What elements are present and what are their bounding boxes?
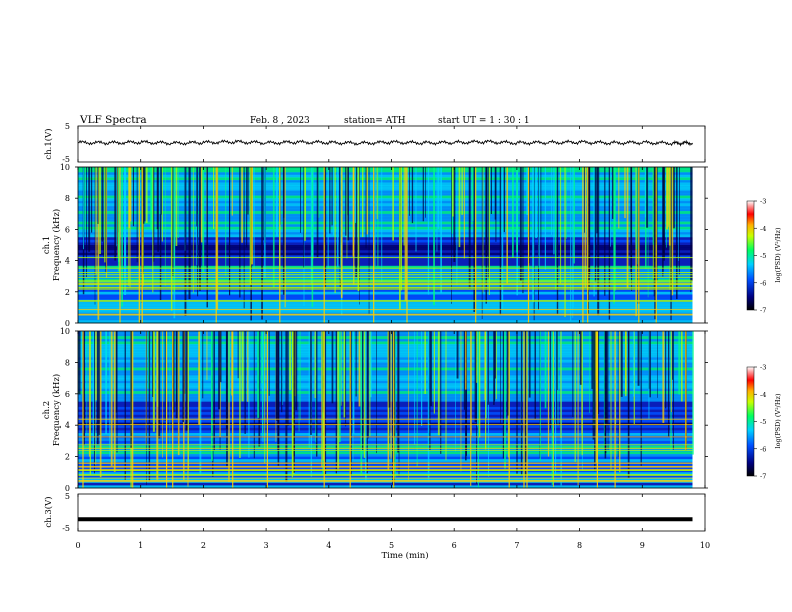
ch2-colorbar-tick-label: -6 (760, 445, 766, 453)
x-tick-label: 6 (452, 541, 457, 550)
x-tick-label: 4 (326, 541, 331, 550)
ch2-spectrogram-ytick-label: 2 (65, 453, 70, 462)
x-tick-label: 1 (138, 541, 143, 550)
ch1-colorbar-tick-label: -3 (760, 198, 766, 206)
ch1-spectrogram-ytick-label: 2 (65, 288, 70, 297)
x-tick-label: 3 (264, 541, 269, 550)
ch2-spectrogram-ytick-label: 4 (65, 421, 70, 430)
date-label: Feb. 8 , 2023 (250, 116, 310, 126)
ch1-waveform-frame (77, 125, 706, 163)
ch3-waveform-frame (77, 493, 706, 532)
ch1-spectrogram-ytick-label: 0 (65, 319, 70, 328)
x-axis-label: Time (min) (381, 550, 428, 561)
ch2-colorbar-tick-label: -5 (760, 418, 766, 426)
ch2-colorbar-tick-label: -3 (760, 364, 766, 372)
ch1-colorbar-tick-label: -6 (760, 279, 766, 287)
figure-title: VLF Spectra (79, 114, 147, 126)
ch2-colorbar-tick-label: -4 (760, 391, 766, 399)
ch1-spectrogram-image (78, 167, 705, 324)
ch2-spectrogram-image (78, 331, 705, 489)
ch1-colorbar-tick-label: -4 (760, 225, 766, 233)
ch3-waveform-panel: 5 -5 ch.3(V) (43, 492, 706, 533)
ch1-spectrogram-ytick-label: 8 (65, 194, 70, 203)
ch1-colorbar: -3 -4 -5 -6 -7 log(PSD) (V²/Hz) (746, 198, 782, 315)
ch3-waveform-ylabel: ch.3(V) (43, 496, 54, 527)
x-tick-label: 8 (577, 541, 582, 550)
x-tick-label: 9 (640, 541, 645, 550)
ch1-colorbar-tick-label: -7 (760, 307, 766, 315)
ch2-spectrogram-ytick-label: 0 (65, 484, 70, 493)
x-tick-label: 10 (700, 541, 710, 550)
ch2-spectrogram-ytick-label: 8 (65, 358, 70, 367)
ch2-colorbar: -3 -4 -5 -6 -7 log(PSD) (V²/Hz) (746, 364, 782, 481)
x-tick-label: 2 (201, 541, 206, 550)
x-axis: 0 1 2 3 4 5 6 7 8 9 10 (75, 126, 710, 550)
x-tick-label: 0 (75, 541, 80, 550)
ch1-waveform-series (77, 139, 693, 147)
station-label: station= ATH (344, 116, 406, 126)
x-tick-label: 7 (514, 541, 519, 550)
ch3-ytick-bottom: -5 (62, 524, 70, 533)
ch2-spectrogram-ylabel-channel: ch.2 (42, 401, 52, 419)
ch1-spectrogram-panel: 0 2 4 6 8 10 ch.1 Frequency (kHz) -3 -4 -5 -6 -7 … (42, 163, 782, 328)
ch1-spectrogram-ytick-label: 10 (60, 163, 70, 172)
ch1-ytick-top: 5 (65, 122, 70, 131)
ch2-spectrogram-ytick-label: 10 (60, 327, 70, 336)
ch3-ytick-top: 5 (65, 492, 70, 501)
x-tick-label: 5 (389, 541, 394, 550)
ch1-waveform-panel: 5 -5 ch.1(V) (43, 122, 706, 164)
ch2-spectrogram-ylabel-frequency: Frequency (kHz) (51, 374, 62, 446)
ch1-colorbar-tick-label: -5 (760, 252, 766, 260)
ch1-waveform-ylabel: ch.1(V) (43, 128, 54, 159)
ch1-spectrogram-ytick-label: 4 (65, 257, 70, 266)
ch1-ytick-bottom: -5 (62, 155, 70, 164)
ch1-spectrogram-ylabel-frequency: Frequency (kHz) (51, 209, 62, 281)
ch2-spectrogram-ytick-label: 6 (65, 390, 70, 399)
ch1-spectrogram-ytick-label: 6 (65, 225, 70, 234)
ch2-colorbar-scale (746, 366, 755, 477)
ch2-colorbar-label: log(PSD) (V²/Hz) (774, 393, 782, 448)
start-time-label: start UT = 1 : 30 : 1 (438, 116, 530, 126)
ch2-spectrogram-panel: 0 2 4 6 8 10 ch.2 Frequency (kHz) -3 -4 -5 -6 -7 … (42, 327, 782, 493)
ch1-colorbar-scale (746, 200, 755, 311)
ch1-colorbar-label: log(PSD) (V²/Hz) (774, 227, 782, 282)
ch1-spectrogram-ylabel-channel: ch.1 (42, 236, 52, 254)
ch2-colorbar-tick-label: -7 (760, 473, 766, 481)
